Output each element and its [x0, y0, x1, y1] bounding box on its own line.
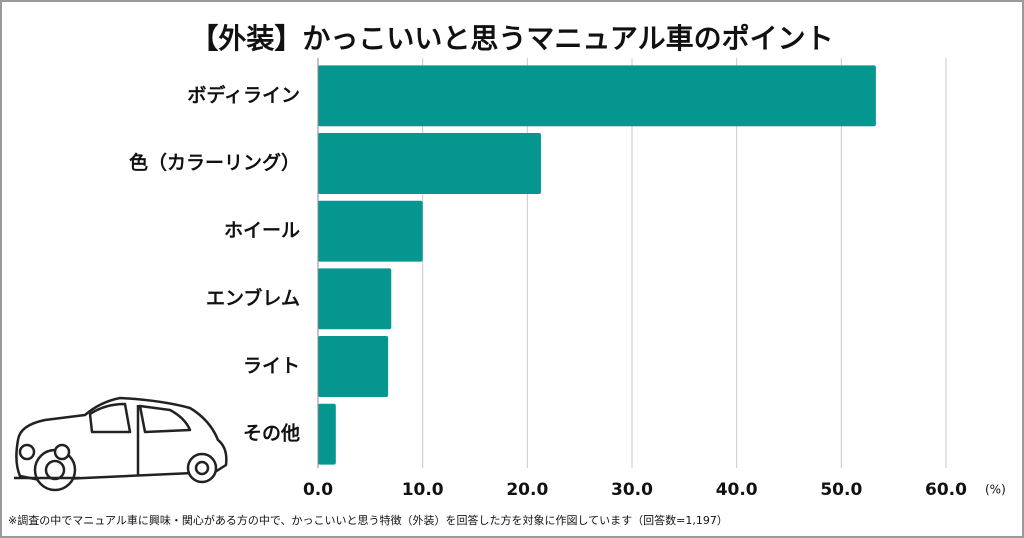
x-tick-label: 10.0: [402, 480, 444, 500]
bar: [318, 336, 389, 397]
bar: [318, 200, 423, 262]
x-tick-label: 60.0: [925, 480, 967, 500]
y-tick-label: ライト: [243, 355, 300, 377]
footnote: ※調査の中でマニュアル車に興味・関心がある方の中で、かっこいいと思う特徴（外装）…: [8, 513, 728, 527]
x-tick-label: 20.0: [506, 480, 548, 500]
x-tick-label: 0.0: [303, 480, 333, 500]
bar: [318, 133, 541, 194]
car-illustration: [14, 396, 228, 492]
x-tick-label: 50.0: [820, 480, 862, 500]
y-tick-label: その他: [243, 422, 300, 445]
y-tick-label: ボディライン: [187, 83, 300, 106]
bar: [318, 268, 392, 330]
y-tick-label: 色（カラーリング）: [129, 151, 300, 174]
x-tick-label: 40.0: [716, 480, 758, 500]
bar: [318, 403, 336, 465]
y-tick-label: エンブレム: [206, 286, 300, 309]
x-tick-label: 30.0: [611, 480, 653, 500]
chart-title: 【外装】かっこいいと思うマニュアル車のポイント: [190, 22, 833, 55]
y-tick-label: ホイール: [224, 220, 300, 242]
bar: [318, 65, 876, 127]
x-axis-unit: (%): [985, 483, 1006, 497]
